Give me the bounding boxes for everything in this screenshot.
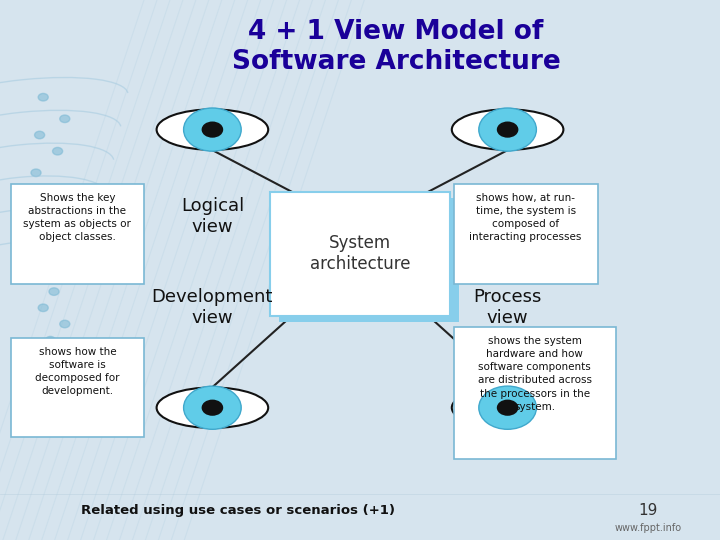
Ellipse shape xyxy=(497,122,518,138)
FancyBboxPatch shape xyxy=(11,338,144,437)
Circle shape xyxy=(60,218,70,225)
Text: Development
view: Development view xyxy=(152,288,273,327)
Circle shape xyxy=(35,234,45,241)
Circle shape xyxy=(49,288,59,295)
Circle shape xyxy=(53,255,63,263)
FancyBboxPatch shape xyxy=(270,192,450,316)
Text: Shows the key
abstractions in the
system as objects or
object classes.: Shows the key abstractions in the system… xyxy=(24,193,131,242)
Text: System
architecture: System architecture xyxy=(310,234,410,273)
Text: Process
view: Process view xyxy=(474,288,541,327)
Circle shape xyxy=(53,147,63,155)
Text: Related using use cases or scenarios (+1): Related using use cases or scenarios (+1… xyxy=(81,504,395,517)
Text: www.fppt.info: www.fppt.info xyxy=(614,523,682,533)
Ellipse shape xyxy=(452,388,563,428)
Ellipse shape xyxy=(156,109,268,150)
Text: Physical
view: Physical view xyxy=(471,197,544,236)
Text: Logical
view: Logical view xyxy=(181,197,244,236)
Ellipse shape xyxy=(479,108,536,151)
FancyBboxPatch shape xyxy=(11,184,144,284)
FancyBboxPatch shape xyxy=(454,327,616,459)
Circle shape xyxy=(60,320,70,328)
Ellipse shape xyxy=(202,400,223,416)
Ellipse shape xyxy=(497,400,518,416)
Ellipse shape xyxy=(184,108,241,151)
Circle shape xyxy=(35,131,45,139)
Circle shape xyxy=(38,304,48,312)
FancyBboxPatch shape xyxy=(454,184,598,284)
Ellipse shape xyxy=(156,388,268,428)
Ellipse shape xyxy=(479,386,536,429)
Circle shape xyxy=(31,169,41,177)
Text: shows how, at run-
time, the system is
composed of
interacting processes: shows how, at run- time, the system is c… xyxy=(469,193,582,242)
Text: shows the system
hardware and how
software components
are distributed across
the: shows the system hardware and how softwa… xyxy=(477,336,592,412)
Ellipse shape xyxy=(202,122,223,138)
Text: 19: 19 xyxy=(639,503,657,518)
Circle shape xyxy=(38,201,48,209)
Ellipse shape xyxy=(184,386,241,429)
Circle shape xyxy=(31,272,41,279)
Circle shape xyxy=(38,93,48,101)
Text: shows how the
software is
decomposed for
development.: shows how the software is decomposed for… xyxy=(35,347,120,396)
Circle shape xyxy=(45,336,55,344)
Text: 4 + 1 View Model of
Software Architecture: 4 + 1 View Model of Software Architectur… xyxy=(232,19,560,75)
Circle shape xyxy=(60,115,70,123)
Circle shape xyxy=(49,185,59,193)
Ellipse shape xyxy=(452,109,563,150)
FancyBboxPatch shape xyxy=(279,198,459,322)
